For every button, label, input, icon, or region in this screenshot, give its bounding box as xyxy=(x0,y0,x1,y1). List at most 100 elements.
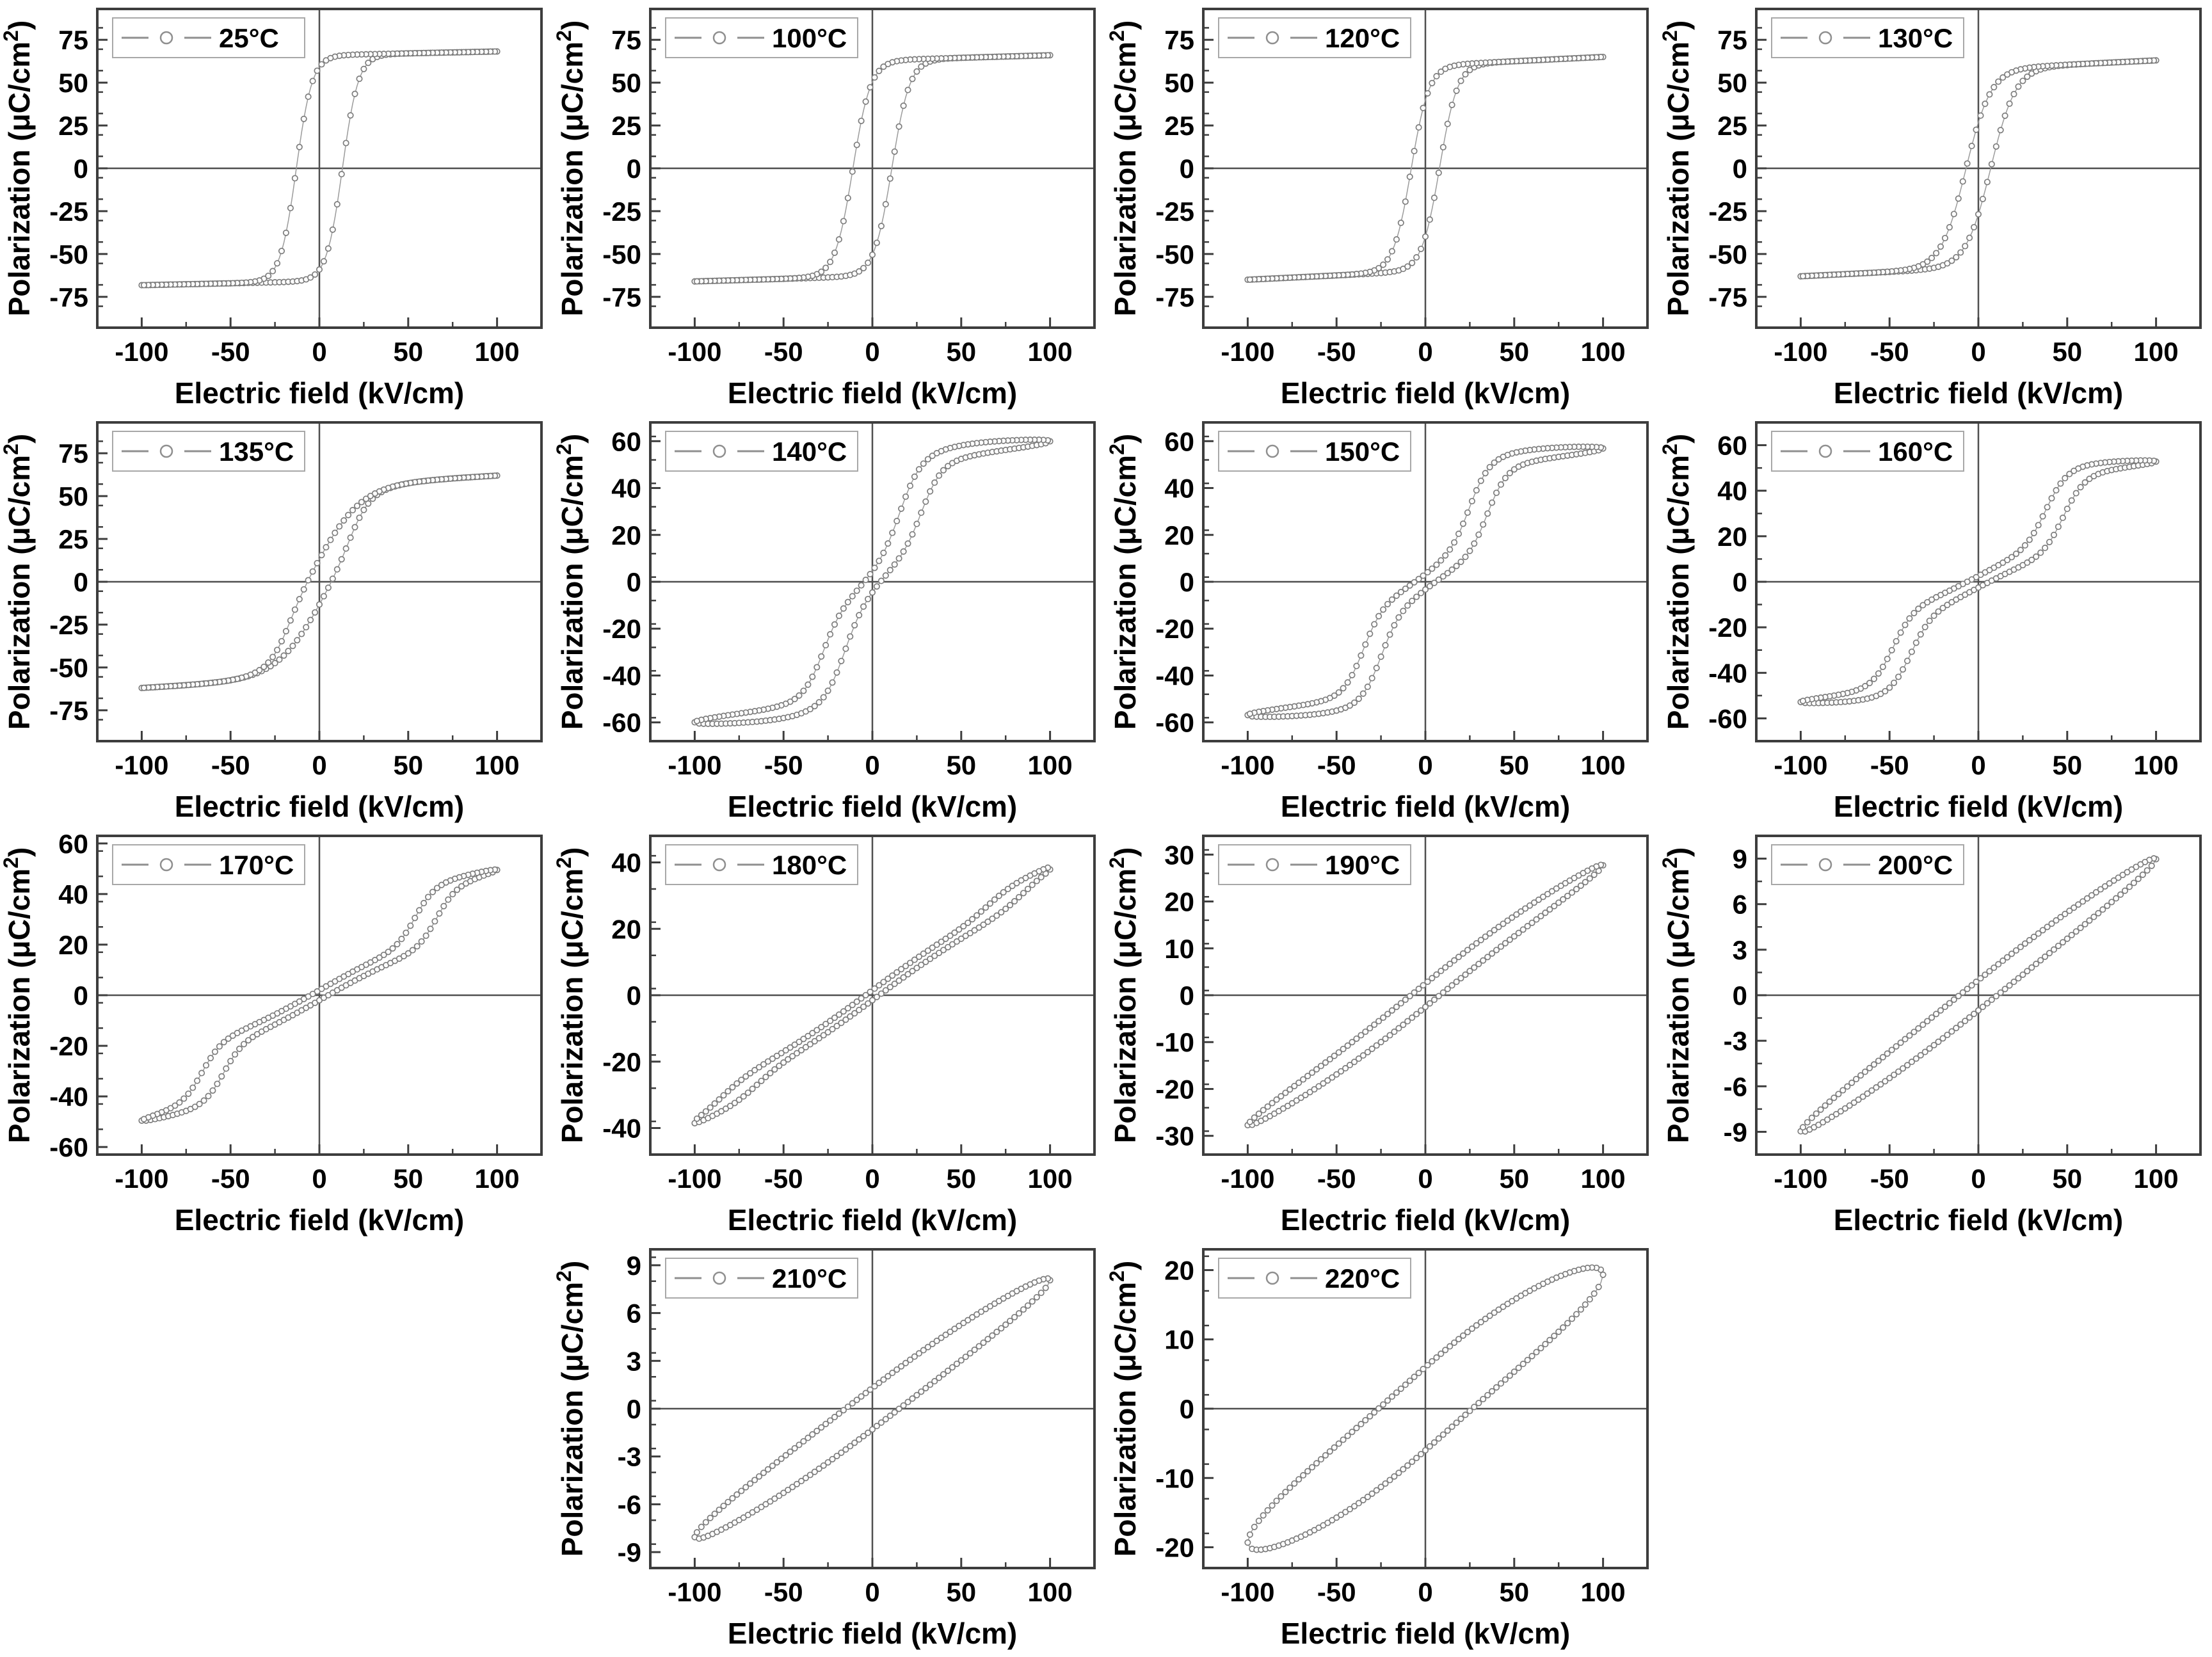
legend-label: 200°C xyxy=(1878,850,1953,880)
y-tick-label: 50 xyxy=(1717,68,1747,98)
x-tick-labels: -100 -50 0 50 100 xyxy=(1774,1164,2178,1194)
legend-label: 150°C xyxy=(1325,436,1400,467)
y-tick-label: 75 xyxy=(611,25,641,55)
y-tick-label: -3 xyxy=(618,1442,641,1472)
y-axis-label: Polarization (μC/cm2) xyxy=(1659,434,1695,730)
x-tick-label: -50 xyxy=(764,337,803,367)
y-tick-label: 0 xyxy=(627,1394,641,1424)
x-tick-labels: -100 -50 0 50 100 xyxy=(1774,750,2178,780)
x-tick-label: -100 xyxy=(1221,750,1274,780)
plot-140c: -100 -50 0 50 100 60 40 20 0 -20 -40 -60 Electric fi… xyxy=(552,413,1106,827)
y-tick-labels: 60 40 20 0 -20 -40 -60 xyxy=(602,426,641,737)
hysteresis-loop xyxy=(138,866,501,1124)
panel-background xyxy=(0,413,553,827)
y-tick-label: 50 xyxy=(611,68,641,98)
x-tick-label: -100 xyxy=(115,1164,168,1194)
legend-label: 160°C xyxy=(1878,436,1953,467)
x-tick-labels: -100 -50 0 50 100 xyxy=(1221,1577,1625,1607)
zero-lines xyxy=(1756,422,2200,741)
hysteresis-loop xyxy=(1244,443,1607,721)
panel-130c: -100 -50 0 50 100 75 50 25 0 -25 -50 -75 Electric fi… xyxy=(1658,0,2212,413)
axis-ticks xyxy=(650,435,1052,741)
hysteresis-loop xyxy=(691,52,1054,285)
y-tick-labels: 30 20 10 0 -10 -20 -30 xyxy=(1155,840,1194,1151)
x-tick-label: 50 xyxy=(2052,750,2082,780)
x-tick-label: 50 xyxy=(946,1164,976,1194)
y-tick-label: -40 xyxy=(602,1114,641,1144)
x-axis-label: Electric field (kV/cm) xyxy=(175,376,465,410)
y-tick-label: 50 xyxy=(1164,68,1194,98)
y-tick-label: -6 xyxy=(1724,1071,1747,1101)
panel-background xyxy=(1106,413,1659,827)
x-tick-label: 0 xyxy=(865,337,879,367)
y-tick-label: -10 xyxy=(1155,1463,1194,1493)
y-tick-label: 10 xyxy=(1164,934,1194,964)
axis-ticks xyxy=(650,1256,1052,1568)
legend-label: 25°C xyxy=(219,23,279,53)
axis-ticks xyxy=(1756,858,2158,1155)
axis-ticks xyxy=(650,854,1052,1155)
x-tick-label: -50 xyxy=(764,750,803,780)
axis-ticks xyxy=(1203,27,1605,328)
x-tick-label: -100 xyxy=(1221,1164,1274,1194)
y-tick-label: -25 xyxy=(1155,196,1194,227)
x-tick-label: 100 xyxy=(475,750,520,780)
panel-140c: -100 -50 0 50 100 60 40 20 0 -20 -40 -60 Electric fi… xyxy=(552,413,1106,827)
y-tick-label: -75 xyxy=(49,696,88,726)
legend-marker-icon xyxy=(712,858,726,872)
y-tick-label: -10 xyxy=(1155,1027,1194,1057)
y-axis-label: Polarization (μC/cm2) xyxy=(553,1261,589,1557)
y-tick-label: -50 xyxy=(1708,239,1747,269)
y-tick-label: 75 xyxy=(58,25,88,55)
x-axis-label: Electric field (kV/cm) xyxy=(175,790,465,823)
y-tick-label: -3 xyxy=(1724,1026,1747,1056)
y-tick-label: -60 xyxy=(1708,703,1747,733)
legend-marker-icon xyxy=(1265,31,1279,45)
x-tick-label: -100 xyxy=(1774,750,1827,780)
x-tick-label: 0 xyxy=(865,1577,879,1607)
legend-marker-icon xyxy=(712,31,726,45)
hysteresis-loop xyxy=(691,436,1054,727)
x-tick-label: -50 xyxy=(211,750,250,780)
y-tick-labels: 75 50 25 0 -25 -50 -75 xyxy=(602,25,641,312)
x-tick-label: -100 xyxy=(1221,337,1274,367)
y-tick-label: -25 xyxy=(49,610,88,640)
legend: 190°C xyxy=(1218,844,1411,885)
legend-marker-icon xyxy=(159,444,173,458)
panel-210c: -100 -50 0 50 100 9 6 3 0 -3 -6 -9 Electric field (k… xyxy=(552,1240,1106,1654)
y-tick-label: -20 xyxy=(49,1031,88,1061)
y-tick-label: -50 xyxy=(602,239,641,269)
hysteresis-loop xyxy=(1797,855,2160,1135)
plot-180c: -100 -50 0 50 100 40 20 0 -20 -40 Electric field (… xyxy=(552,827,1106,1240)
hysteresis-loop xyxy=(1797,57,2160,280)
legend: 150°C xyxy=(1218,431,1411,472)
y-tick-label: 50 xyxy=(58,481,88,511)
y-tick-label: 10 xyxy=(1164,1325,1194,1355)
legend-marker-icon xyxy=(159,858,173,872)
panel-220c: -100 -50 0 50 100 20 10 0 -10 -20 Electric field (… xyxy=(1105,1240,1659,1654)
x-tick-labels: -100 -50 0 50 100 xyxy=(668,1577,1072,1607)
panel-100c: -100 -50 0 50 100 75 50 25 0 -25 -50 -75 Electric fi… xyxy=(552,0,1106,413)
hysteresis-loop xyxy=(1244,861,1607,1129)
panel-background xyxy=(1106,0,1659,413)
y-tick-label: 75 xyxy=(1164,25,1194,55)
y-tick-label: -75 xyxy=(1708,282,1747,312)
panel-background xyxy=(553,0,1106,413)
legend-label: 135°C xyxy=(219,436,294,467)
x-tick-label: 100 xyxy=(475,337,520,367)
y-tick-label: 40 xyxy=(611,474,641,504)
x-axis-label: Electric field (kV/cm) xyxy=(728,376,1018,410)
y-tick-label: -25 xyxy=(49,196,88,227)
legend: 200°C xyxy=(1771,844,1964,885)
x-tick-labels: -100 -50 0 50 100 xyxy=(1221,1164,1625,1194)
y-tick-label: 20 xyxy=(1164,887,1194,917)
axis-ticks xyxy=(97,440,499,741)
plot-200c: -100 -50 0 50 100 9 6 3 0 -3 -6 -9 Electric field (k… xyxy=(1658,827,2212,1240)
legend: 25°C xyxy=(112,17,305,58)
x-tick-label: -50 xyxy=(764,1577,803,1607)
x-tick-label: 100 xyxy=(1581,1164,1626,1194)
x-tick-label: 0 xyxy=(1418,750,1432,780)
y-tick-label: 0 xyxy=(627,981,641,1011)
